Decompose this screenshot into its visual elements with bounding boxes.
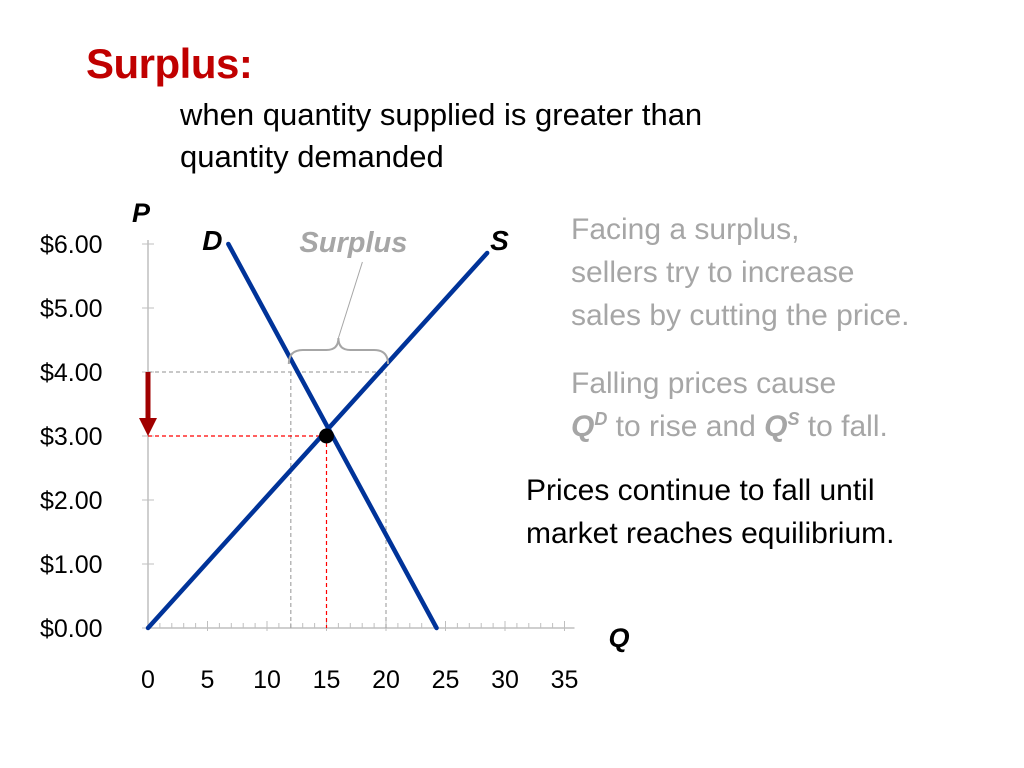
qs-superscript: S (787, 409, 800, 430)
note-3-line-2: market reaches equilibrium. (526, 517, 895, 550)
curve-s (145, 250, 490, 631)
note-1-line-3: sales by cutting the price. (571, 299, 910, 332)
y-tick-label: $6.00 (40, 231, 103, 259)
note-facing-surplus: Facing a surplus, sellers try to increas… (571, 208, 910, 337)
note-1-line-1: Facing a surplus, (571, 213, 800, 246)
note-2-line-1: Falling prices cause (571, 367, 837, 400)
y-tick-label: $0.00 (40, 615, 103, 643)
qd-symbol: Q (571, 410, 595, 443)
note-2-mid: to rise and (607, 410, 765, 443)
y-tick-label: $3.00 (40, 423, 103, 451)
note-2-line-2: QD to rise and QS to fall. (571, 405, 888, 448)
note-equilibrium: Prices continue to fall until market rea… (526, 469, 894, 555)
subtitle-line-2: quantity demanded (180, 139, 444, 174)
surplus-label: Surplus (299, 227, 407, 259)
x-tick-label: 5 (201, 666, 215, 694)
y-tick-label: $4.00 (40, 359, 103, 387)
qd-superscript: D (594, 409, 608, 430)
x-tick-label: 35 (551, 666, 579, 694)
curve-label-s: S (490, 225, 509, 256)
x-tick-label: 25 (432, 666, 460, 694)
note-falling-prices: Falling prices cause QD to rise and QS t… (571, 362, 888, 448)
x-tick-label: 20 (372, 666, 400, 694)
page-subtitle: when quantity supplied is greater than q… (180, 94, 880, 178)
page-title: Surplus: (86, 40, 253, 87)
x-tick-label: 15 (313, 666, 341, 694)
y-axis-title: P (132, 198, 151, 228)
x-tick-label: 10 (253, 666, 281, 694)
equilibrium-point (319, 428, 334, 444)
curve-label-d: D (202, 225, 222, 256)
subtitle-line-1: when quantity supplied is greater than (180, 97, 703, 132)
y-tick-label: $2.00 (40, 487, 103, 515)
surplus-leader-line (337, 261, 363, 339)
note-1-line-2: sellers try to increase (571, 256, 855, 289)
y-tick-label: $5.00 (40, 295, 103, 323)
surplus-brace (287, 337, 389, 365)
y-tick-label: $1.00 (40, 551, 103, 579)
price-arrow-head (139, 418, 157, 436)
note-2-end: to fall. (799, 410, 888, 443)
x-axis-title: Q (609, 623, 630, 653)
x-tick-label: 0 (141, 666, 155, 694)
note-3-line-1: Prices continue to fall until (526, 474, 875, 507)
qs-symbol: Q (764, 410, 788, 443)
x-tick-label: 30 (491, 666, 519, 694)
